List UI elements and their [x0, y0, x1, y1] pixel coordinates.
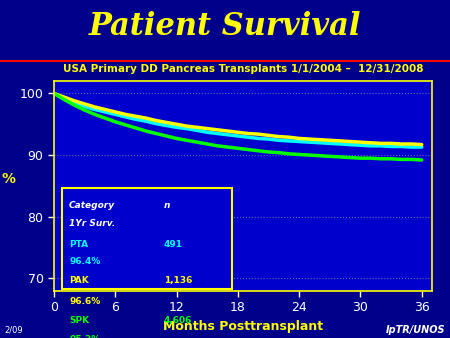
Text: Patient Survival: Patient Survival [89, 10, 361, 42]
Text: 491: 491 [164, 240, 183, 249]
Text: SPK: SPK [69, 316, 89, 325]
Text: PTA: PTA [69, 240, 88, 249]
Text: IpTR/UNOS: IpTR/UNOS [386, 324, 446, 335]
Text: USA Primary DD Pancreas Transplants 1/1/2004 –  12/31/2008: USA Primary DD Pancreas Transplants 1/1/… [63, 64, 423, 74]
Text: 4,606: 4,606 [164, 316, 192, 325]
X-axis label: Months Posttransplant: Months Posttransplant [163, 320, 323, 333]
Y-axis label: %: % [2, 172, 16, 186]
Text: PAK: PAK [69, 276, 89, 285]
Text: n: n [164, 200, 170, 210]
Text: 1Yr Surv.: 1Yr Surv. [69, 219, 115, 228]
Text: 96.4%: 96.4% [69, 257, 100, 266]
Text: 95.2%: 95.2% [69, 335, 100, 338]
FancyBboxPatch shape [62, 188, 232, 289]
Text: 1,136: 1,136 [164, 276, 192, 285]
Text: 96.6%: 96.6% [69, 297, 100, 306]
Text: Category: Category [69, 200, 115, 210]
Text: 2/09: 2/09 [4, 325, 23, 335]
